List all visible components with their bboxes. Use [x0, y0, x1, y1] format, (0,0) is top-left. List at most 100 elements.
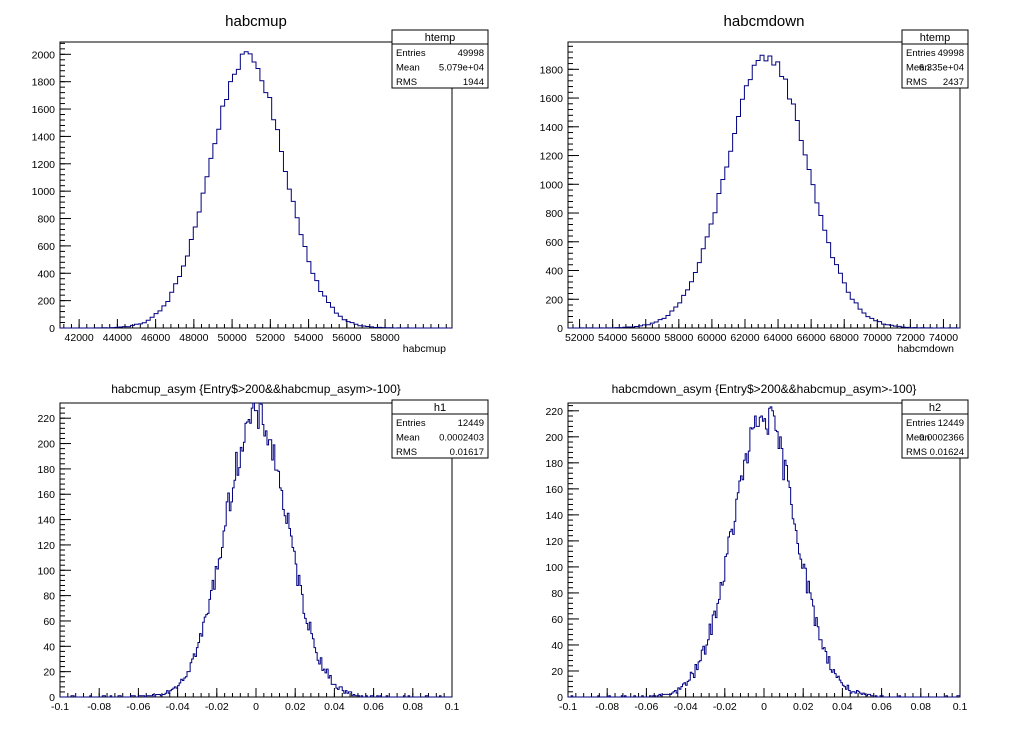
- x-tick-label: 0: [761, 701, 767, 713]
- x-tick-label: 62000: [730, 332, 759, 344]
- histogram-panel-1: habcmup 42000 44000 46000 48000 50000 52000 540…: [32, 13, 489, 355]
- y-tick-label: 1200: [540, 151, 564, 163]
- x-tick-label: 54000: [598, 332, 627, 344]
- x-tick-label: 0.08: [403, 701, 424, 713]
- x-tick-label: -0.04: [166, 701, 190, 713]
- stats-box-name: htemp: [920, 32, 951, 44]
- y-tick-label: 800: [37, 214, 55, 226]
- stats-label-mean: Mean: [906, 63, 930, 74]
- y-tick-label: 1600: [540, 93, 564, 105]
- stats-label-mean: Mean: [396, 433, 420, 444]
- y-tick-label: 400: [545, 266, 563, 278]
- x-axis-label: habcmup: [403, 343, 446, 355]
- y-tick-label: 200: [37, 296, 55, 308]
- x-tick-label: 42000: [65, 332, 94, 344]
- y-tick-label: 40: [43, 641, 55, 653]
- y-tick-label: 80: [551, 588, 563, 600]
- x-tick-label: 68000: [830, 332, 859, 344]
- stats-label-entries: Entries: [396, 418, 426, 429]
- x-tick-label: 60000: [697, 332, 726, 344]
- y-tick-label: 120: [37, 540, 55, 552]
- stats-box-frame: [901, 399, 969, 459]
- x-tick-label: 0.06: [363, 701, 384, 713]
- y-tick-label: 220: [545, 406, 563, 418]
- plot-frame: [567, 41, 961, 329]
- y-tick-label: 1400: [540, 122, 564, 134]
- plot-frame: [59, 41, 453, 329]
- x-tick-label: 72000: [896, 332, 925, 344]
- y-tick-label: 180: [37, 464, 55, 476]
- histogram-panel-2: habcmdown 52000 54000 56000 58000 60000 62000 6…: [540, 13, 969, 355]
- y-tick-label: 40: [551, 640, 563, 652]
- histogram-line: [60, 51, 452, 329]
- y-tick-label: 1600: [32, 104, 56, 116]
- y-tick-label: 800: [545, 208, 563, 220]
- y-tick-label: 0: [49, 692, 55, 704]
- histogram-line: [568, 406, 961, 698]
- stats-label-rms: RMS: [396, 77, 417, 88]
- x-tick-label: 0.1: [445, 701, 460, 713]
- stats-value-rms: 1944: [463, 77, 484, 88]
- x-tick-label: 0: [253, 701, 259, 713]
- x-tick-label: -0.02: [205, 701, 229, 713]
- stats-box-name: h2: [929, 402, 941, 414]
- y-tick-label: 200: [37, 439, 55, 451]
- x-tick-label: -0.1: [51, 701, 69, 713]
- stats-box-name: htemp: [425, 32, 456, 44]
- chart-title: habcmup: [225, 13, 287, 30]
- x-axis-label: habcmdown: [897, 343, 954, 355]
- x-tick-label: 64000: [763, 332, 792, 344]
- x-tick-label: -0.06: [126, 701, 150, 713]
- stats-label-entries: Entries: [396, 48, 426, 59]
- y-tick-label: 0: [49, 323, 55, 335]
- x-tick-label: -0.04: [674, 701, 698, 713]
- stats-label-rms: RMS: [906, 447, 927, 458]
- y-tick-label: 200: [545, 432, 563, 444]
- stats-box-frame: [391, 29, 489, 89]
- stats-value-rms: 0.01617: [450, 447, 484, 458]
- chart-title: habcmdown_asym {Entry$>200&&habcmup_asym…: [612, 382, 917, 396]
- stats-box: h1 Entries 12449 Mean 0.0002403 RMS 0.01617: [391, 399, 489, 459]
- stats-value-mean: 0.0002403: [439, 433, 484, 444]
- stats-label-rms: RMS: [906, 77, 927, 88]
- stats-value-mean: 0.0002366: [919, 433, 964, 444]
- stats-value-entries: 49998: [458, 48, 484, 59]
- x-tick-label: 74000: [929, 332, 958, 344]
- x-tick-label: 58000: [370, 332, 399, 344]
- stats-value-mean: 5.079e+04: [439, 63, 484, 74]
- y-tick-label: 120: [545, 536, 563, 548]
- x-tick-label: 0.1: [953, 701, 968, 713]
- x-tick-label: 0.02: [285, 701, 306, 713]
- stats-box-name: h1: [434, 402, 446, 414]
- histogram-panel-4: habcmdown_asym {Entry$>200&&habcmup_asym…: [545, 382, 969, 713]
- x-tick-label: -0.08: [87, 701, 111, 713]
- y-tick-label: 1800: [540, 64, 564, 76]
- stats-value-entries: 49998: [938, 48, 964, 59]
- x-tick-label: 70000: [863, 332, 892, 344]
- histogram-line: [568, 54, 960, 329]
- stats-box-frame: [901, 29, 969, 89]
- y-tick-label: 200: [545, 294, 563, 306]
- y-tick-label: 0: [557, 692, 563, 704]
- chart-title: habcmup_asym {Entry$>200&&habcmup_asym>-…: [111, 382, 401, 396]
- stats-label-mean: Mean: [906, 433, 930, 444]
- stats-box-frame: [391, 399, 489, 459]
- y-tick-label: 140: [37, 515, 55, 527]
- chart-title: habcmdown: [724, 13, 805, 30]
- stats-value-entries: 12449: [458, 418, 484, 429]
- stats-value-mean: 6.335e+04: [919, 63, 964, 74]
- y-tick-label: 180: [545, 458, 563, 470]
- histogram-line: [60, 402, 452, 698]
- stats-label-entries: Entries: [906, 418, 936, 429]
- x-tick-label: 58000: [664, 332, 693, 344]
- x-tick-label: 56000: [631, 332, 660, 344]
- x-tick-label: 46000: [141, 332, 170, 344]
- stats-value-entries: 12449: [938, 418, 964, 429]
- y-tick-label: 140: [545, 510, 563, 522]
- y-tick-label: 1400: [32, 131, 56, 143]
- x-tick-label: 52000: [256, 332, 285, 344]
- x-tick-label: 0.08: [911, 701, 932, 713]
- x-tick-label: -0.02: [713, 701, 737, 713]
